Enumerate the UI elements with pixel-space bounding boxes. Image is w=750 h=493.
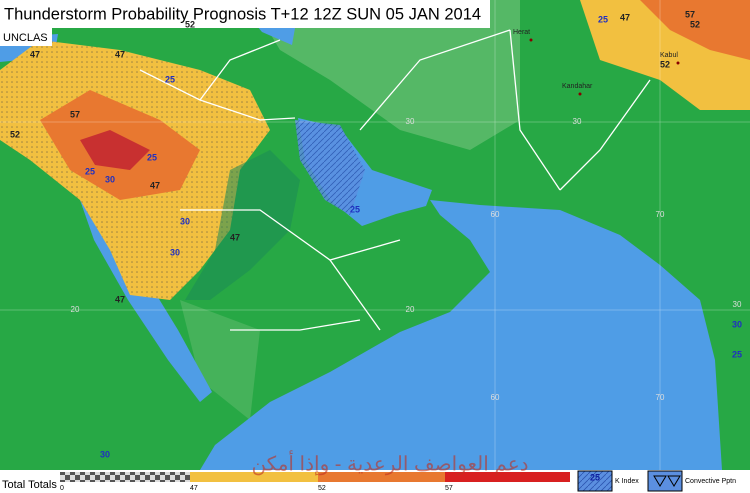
contour-label: 30 [100, 449, 110, 459]
contour-label: 52 [660, 59, 670, 69]
contour-label: 30 [180, 216, 190, 226]
convective-symbol [653, 475, 681, 487]
city-dot [578, 92, 582, 96]
grid-label: 60 [491, 210, 500, 219]
contour-label: 25 [598, 14, 608, 24]
legend-scale-label: 57 [445, 485, 453, 492]
contour-label: 25 [85, 166, 95, 176]
legend-scale-mid [318, 472, 445, 482]
contour-label: 30 [170, 247, 180, 257]
grid-label: 70 [656, 393, 665, 402]
grid-label: 20 [71, 305, 80, 314]
legend-scale-low [190, 472, 318, 482]
contour-label: 57 [685, 9, 695, 19]
contour-label: 25 [732, 349, 742, 359]
contour-label: 47 [30, 49, 40, 59]
highlands [250, 0, 520, 150]
legend-scale-label: 52 [318, 485, 326, 492]
convective-label: Convective Pptn [685, 478, 736, 485]
k-index-area [185, 150, 300, 300]
contour-label: 25 [165, 74, 175, 84]
city-dot [529, 38, 533, 42]
graticule [0, 0, 750, 470]
legend-scale-none [60, 472, 190, 482]
legend-scale-label: 47 [190, 485, 198, 492]
place-label: Kabul [660, 52, 678, 59]
title-box [0, 0, 490, 28]
title: Thunderstorm Probability Prognosis T+12 … [4, 5, 481, 23]
k-index-swatch [577, 470, 613, 492]
probability-area [80, 130, 150, 170]
contour-label: 30 [105, 174, 115, 184]
k-index-area [295, 120, 365, 215]
watermark: دعم العواصف الرعدية - وإذا أمكن [251, 449, 528, 476]
place-label: Herat [513, 29, 530, 36]
contour-label: 47 [150, 180, 160, 190]
contour-label: 47 [620, 12, 630, 22]
legend-title: Total Totals [2, 479, 57, 491]
contour-label: 47 [230, 232, 240, 242]
contour-label: 52 [10, 129, 20, 139]
sea [200, 200, 722, 470]
contour-label: 30 [732, 319, 742, 329]
classification: UNCLAS [3, 32, 48, 44]
contour-label: 52 [185, 19, 195, 29]
legend-scale-high [445, 472, 570, 482]
place-label: Kandahar [562, 83, 593, 90]
grid-label: 30 [733, 300, 742, 309]
city-dot [676, 61, 680, 65]
grid-label: 70 [656, 210, 665, 219]
contour-label: 47 [115, 49, 125, 59]
k-index-sample: 25 [590, 472, 600, 482]
borders [139, 29, 651, 331]
grid-label: 20 [406, 305, 415, 314]
k-index-label: K Index [615, 478, 639, 485]
contour-label: 25 [147, 152, 157, 162]
legend-scale-label: 0 [60, 485, 64, 492]
contour-label: 47 [115, 294, 125, 304]
grid-label: 30 [406, 117, 415, 126]
classification-box [0, 28, 52, 46]
contour-label: 25 [350, 204, 360, 214]
grid-label: 60 [491, 393, 500, 402]
contour-label: 57 [70, 109, 80, 119]
contour-label: 52 [690, 19, 700, 29]
grid-label: 30 [573, 117, 582, 126]
probability-area [640, 0, 750, 60]
